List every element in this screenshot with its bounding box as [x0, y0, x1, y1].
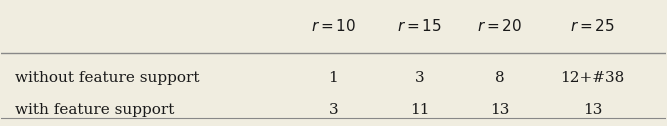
Text: $r = 15$: $r = 15$	[398, 18, 442, 34]
Text: without feature support: without feature support	[15, 71, 199, 85]
Text: 11: 11	[410, 103, 430, 117]
Text: 12+#38: 12+#38	[560, 71, 625, 85]
Text: 13: 13	[583, 103, 602, 117]
Text: 8: 8	[495, 71, 504, 85]
Text: 3: 3	[329, 103, 338, 117]
Text: $r = 25$: $r = 25$	[570, 18, 615, 34]
Text: with feature support: with feature support	[15, 103, 174, 117]
Text: $r = 20$: $r = 20$	[477, 18, 522, 34]
Text: 3: 3	[415, 71, 425, 85]
Text: $r = 10$: $r = 10$	[311, 18, 356, 34]
Text: 1: 1	[329, 71, 338, 85]
Text: 13: 13	[490, 103, 509, 117]
